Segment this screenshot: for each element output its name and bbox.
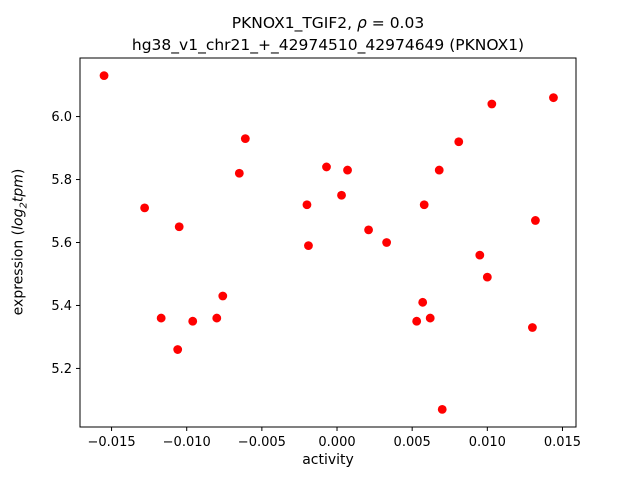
data-point: [156, 313, 166, 323]
ylabel-sub: 2: [18, 202, 30, 209]
data-point: [343, 165, 352, 175]
data-point: [382, 238, 392, 247]
x-tick-label: −0.010: [163, 435, 211, 450]
ylabel-suffix: ): [10, 168, 27, 175]
title-suffix: = 0.03: [366, 14, 425, 32]
y-tick-label: 5.6: [51, 236, 72, 251]
data-point: [437, 404, 447, 414]
x-tick-label: 0.000: [318, 435, 355, 450]
data-point: [234, 168, 244, 178]
x-tick-label: 0.005: [394, 435, 431, 450]
ylabel-var: tpm: [10, 174, 27, 203]
ylabel-log: log: [10, 208, 27, 230]
data-point: [549, 93, 558, 103]
data-point: [364, 225, 373, 235]
ylabel-prefix: expression (: [10, 229, 27, 316]
data-point: [99, 71, 109, 81]
title-prefix: PKNOX1_TGIF2,: [231, 14, 358, 32]
data-point: [218, 291, 228, 301]
data-point: [475, 250, 485, 260]
data-point: [528, 323, 537, 332]
chart-title-line2: hg38_v1_chr21_+_42974510_42974649 (PKNOX…: [131, 36, 525, 55]
y-tick-label: 5.8: [51, 173, 72, 188]
x-tick-label: −0.005: [238, 435, 286, 450]
data-point: [412, 316, 422, 326]
axes-frame: [79, 57, 577, 428]
data-point: [188, 316, 198, 326]
data-point: [140, 203, 150, 213]
y-tick-label: 5.4: [51, 299, 72, 314]
data-point: [482, 272, 492, 282]
data-point: [174, 222, 184, 232]
data-point: [212, 313, 222, 323]
data-point: [322, 162, 331, 172]
y-tick-label: 5.2: [51, 362, 72, 377]
chart-title-line1: PKNOX1_TGIF2, ρ = 0.03: [132, 12, 524, 34]
rho-symbol: ρ: [357, 14, 367, 32]
x-axis-label: activity: [302, 452, 354, 468]
data-point: [337, 190, 346, 200]
data-point: [425, 313, 435, 323]
y-tick-label: 6.0: [51, 110, 72, 125]
x-tick-label: −0.015: [88, 435, 136, 450]
x-tick-label: 0.015: [544, 435, 581, 450]
data-point: [304, 241, 313, 251]
data-point: [454, 137, 464, 147]
data-point: [302, 200, 312, 210]
data-point: [531, 216, 540, 225]
y-axis-label: expression (log2tpm): [11, 169, 30, 316]
data-point: [487, 99, 497, 109]
data-point: [434, 165, 444, 175]
chart-title: PKNOX1_TGIF2, ρ = 0.03 hg38_v1_chr21_+_4…: [132, 12, 524, 57]
data-point: [418, 297, 428, 307]
data-point: [240, 134, 250, 144]
x-tick-label: 0.010: [469, 435, 506, 450]
data-point: [419, 200, 429, 210]
data-point: [173, 345, 183, 354]
